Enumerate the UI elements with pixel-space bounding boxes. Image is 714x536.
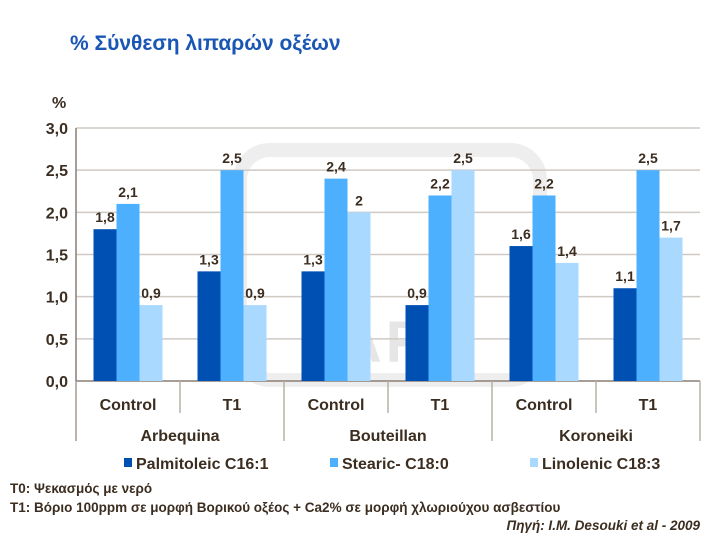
group-label: Bouteillan bbox=[349, 428, 426, 445]
y-tick-label: 1,5 bbox=[46, 248, 68, 265]
bar-stearic bbox=[532, 195, 556, 381]
bar-palmitoleic bbox=[405, 305, 429, 381]
bar-palmitoleic bbox=[301, 271, 325, 381]
source-note: Πηγή: I.M. Desouki et al - 2009 bbox=[506, 518, 701, 533]
data-label: 0,9 bbox=[245, 285, 265, 301]
data-label: 1,4 bbox=[557, 243, 577, 259]
y-axis-label: % bbox=[52, 95, 66, 112]
bar-stearic bbox=[324, 178, 348, 381]
data-label: 2 bbox=[355, 192, 363, 208]
category-label: Control bbox=[516, 397, 573, 414]
legend-swatch bbox=[124, 458, 132, 467]
data-label: 2,2 bbox=[430, 175, 450, 191]
legend-swatch bbox=[330, 458, 338, 467]
legend-label: Stearic- C18:0 bbox=[342, 456, 449, 473]
category-label: T1 bbox=[223, 397, 242, 414]
group-label: Koroneiki bbox=[559, 428, 633, 445]
bar-stearic bbox=[428, 195, 452, 381]
bar-linolenic bbox=[451, 170, 475, 381]
data-label: 2,5 bbox=[638, 150, 658, 166]
bar-stearic bbox=[220, 170, 244, 381]
bar-palmitoleic bbox=[613, 288, 637, 381]
bar-linolenic bbox=[139, 305, 163, 381]
y-tick-label: 3,0 bbox=[46, 121, 68, 138]
bar-linolenic bbox=[659, 237, 683, 381]
bar-stearic bbox=[636, 170, 660, 381]
data-label: 1,3 bbox=[199, 251, 219, 267]
category-label: T1 bbox=[431, 397, 450, 414]
bar-palmitoleic bbox=[93, 229, 117, 381]
note-t1: T1: Βόριο 100ppm σε μορφή Βορικού οξέος … bbox=[10, 500, 561, 515]
legend-label: Palmitoleic C16:1 bbox=[136, 456, 269, 473]
bar-stearic bbox=[116, 203, 140, 381]
note-t0: T0: Ψεκασμός με νερό bbox=[10, 481, 153, 496]
data-label: 1,1 bbox=[615, 268, 635, 284]
group-label: Arbequina bbox=[140, 428, 219, 445]
data-label: 0,9 bbox=[407, 285, 427, 301]
data-label: 2,5 bbox=[222, 150, 242, 166]
legend-swatch bbox=[530, 458, 538, 467]
bar-palmitoleic bbox=[509, 246, 533, 381]
data-label: 2,2 bbox=[534, 175, 554, 191]
data-label: 1,7 bbox=[661, 218, 681, 234]
y-tick-label: 0,5 bbox=[46, 332, 68, 349]
chart-title: % Σύνθεση λιπαρών οξέων bbox=[70, 32, 341, 55]
y-tick-label: 1,0 bbox=[46, 290, 68, 307]
data-label: 1,8 bbox=[95, 209, 115, 225]
data-label: 1,6 bbox=[511, 226, 531, 242]
y-tick-label: 2,5 bbox=[46, 163, 68, 180]
data-label: 1,3 bbox=[303, 251, 323, 267]
y-tick-label: 0,0 bbox=[46, 374, 68, 391]
data-label: 2,4 bbox=[326, 159, 346, 175]
category-label: T1 bbox=[639, 397, 658, 414]
category-label: Control bbox=[308, 397, 365, 414]
data-label: 0,9 bbox=[141, 285, 161, 301]
bar-linolenic bbox=[347, 212, 371, 381]
bar-linolenic bbox=[243, 305, 267, 381]
y-tick-label: 2,0 bbox=[46, 205, 68, 222]
bar-linolenic bbox=[555, 262, 579, 381]
bar-palmitoleic bbox=[197, 271, 221, 381]
legend-label: Linolenic C18:3 bbox=[542, 456, 660, 473]
category-label: Control bbox=[100, 397, 157, 414]
data-label: 2,5 bbox=[453, 150, 473, 166]
data-label: 2,1 bbox=[118, 184, 138, 200]
